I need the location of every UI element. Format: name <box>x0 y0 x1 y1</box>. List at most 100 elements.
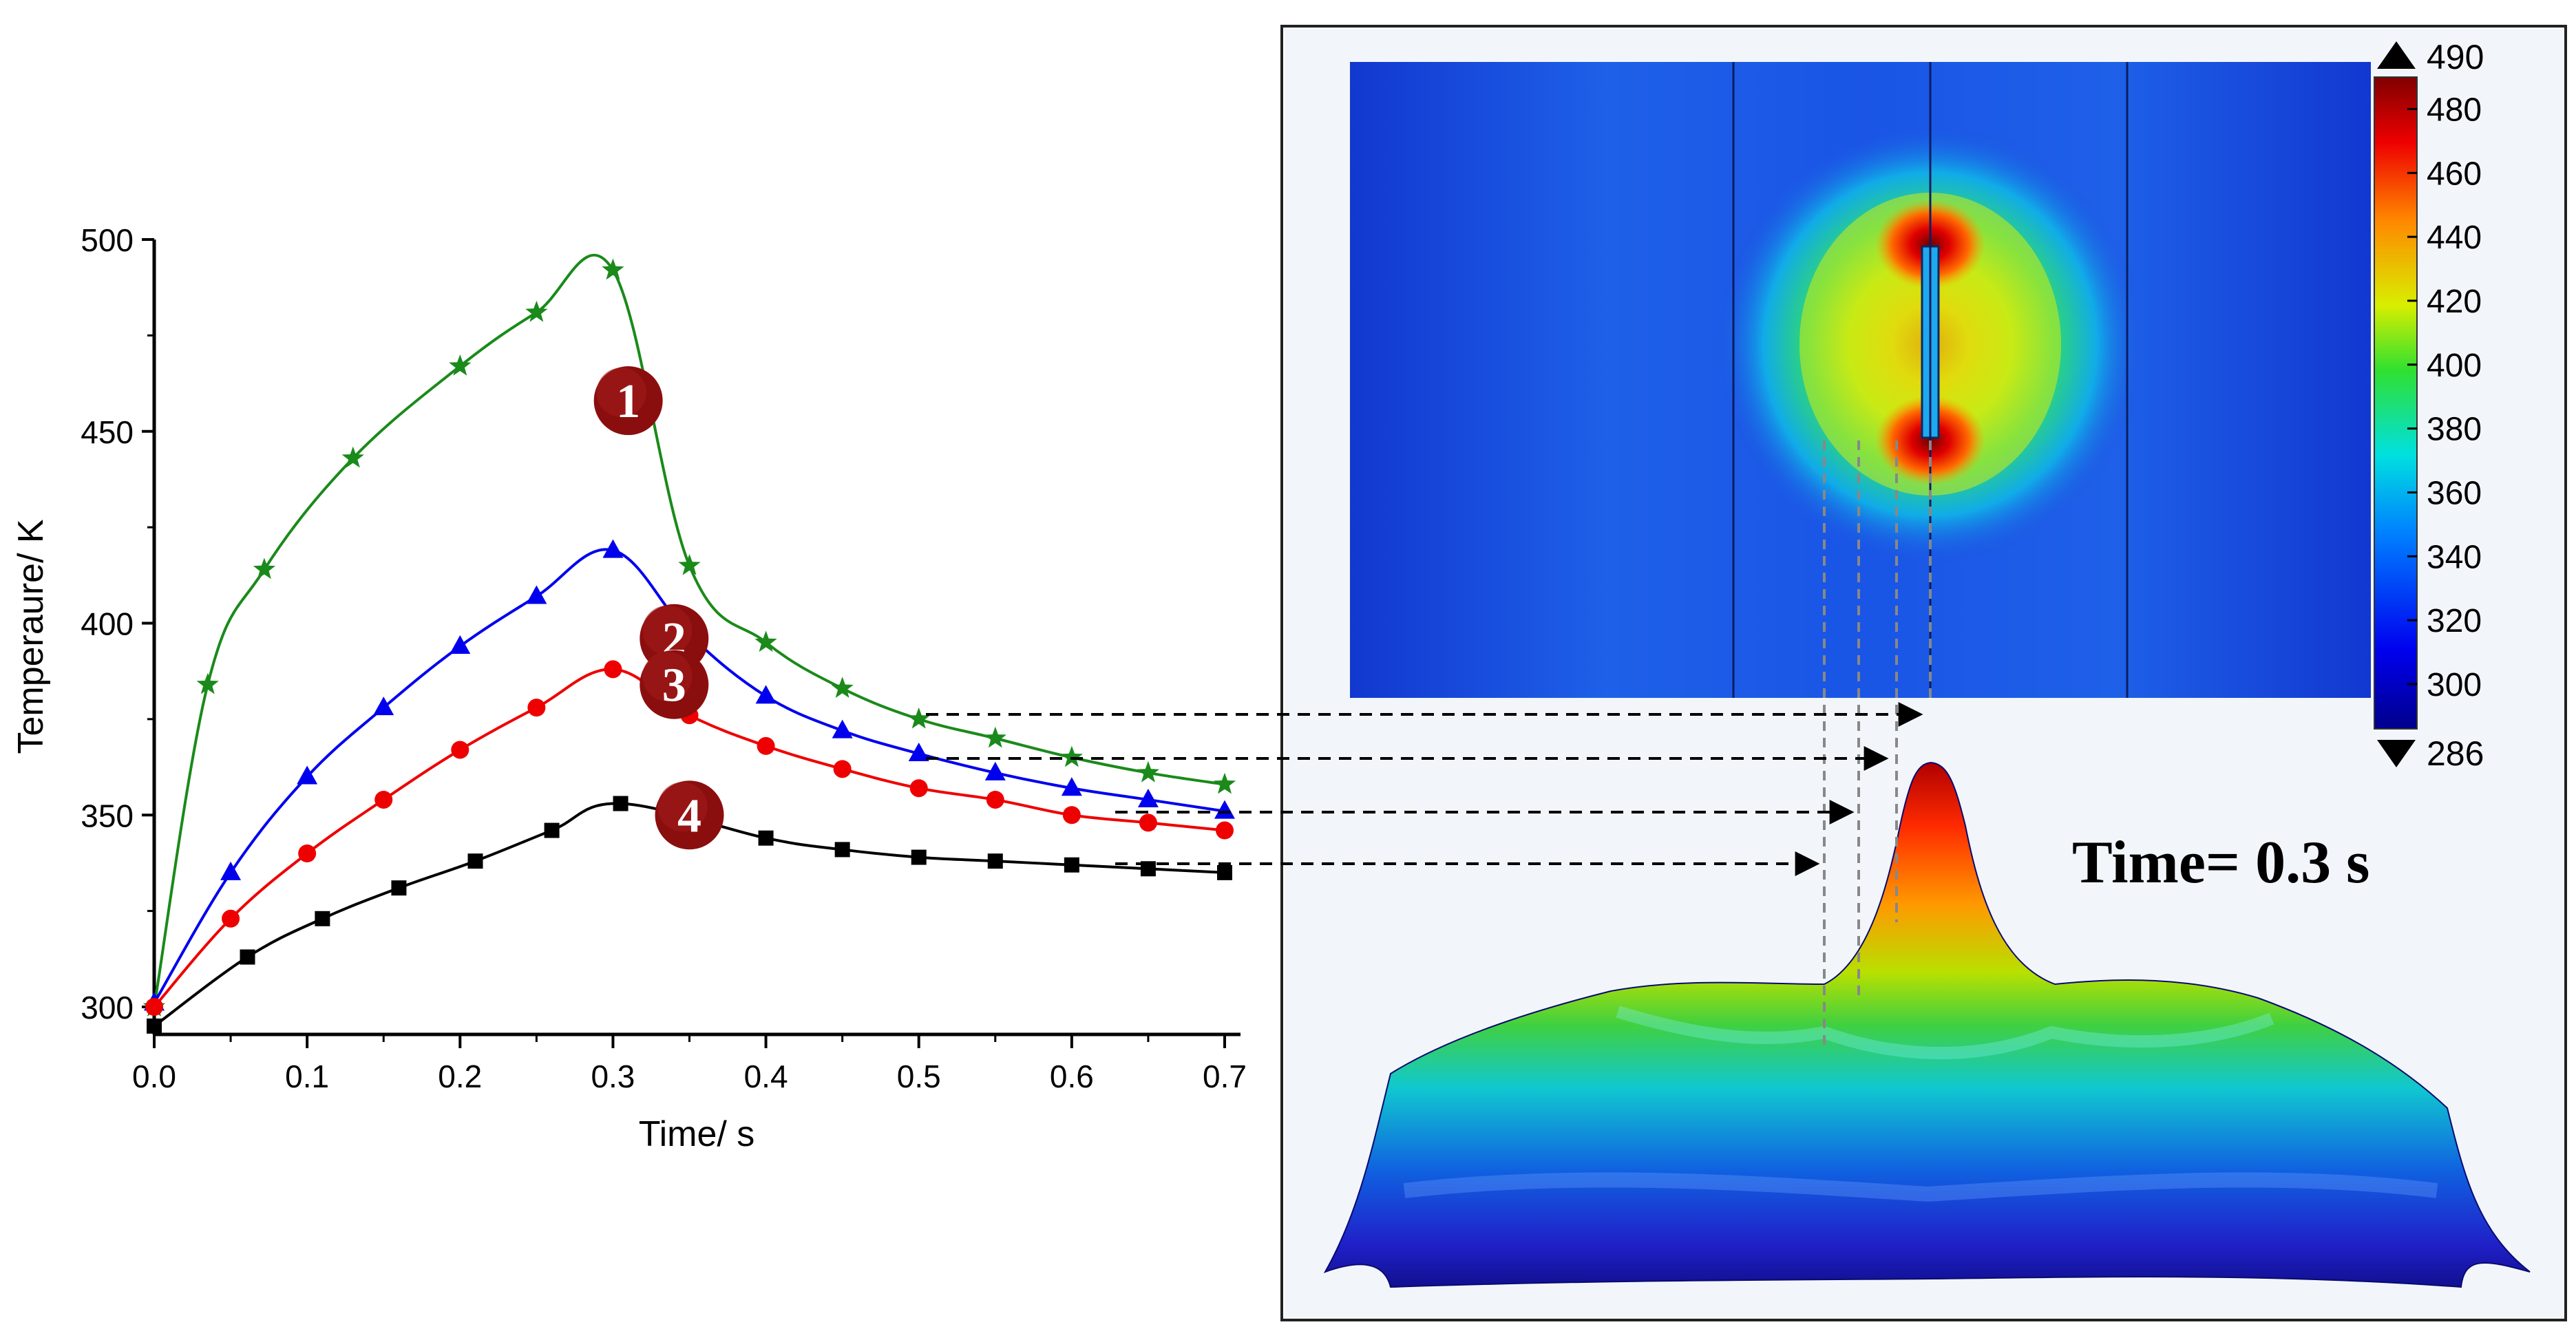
data-point <box>1064 857 1079 873</box>
colorbar-max-label: 490 <box>2427 38 2484 76</box>
data-point <box>240 949 255 965</box>
data-point <box>908 743 929 762</box>
data-point <box>1213 772 1236 794</box>
data-point <box>832 719 853 738</box>
y-axis-ticks: 300 350 400 450 500 <box>81 222 154 1025</box>
data-point <box>604 660 622 679</box>
x-tick-label: 0.4 <box>744 1059 788 1094</box>
x-axis-ticks: 0.0 0.1 0.2 0.3 0.4 0.5 0.6 0.7 <box>132 1034 1247 1094</box>
data-point <box>341 446 364 468</box>
data-point <box>391 880 407 896</box>
colorbar-tick-label: 400 <box>2427 348 2482 384</box>
x-axis-label: Time/ s <box>639 1114 755 1154</box>
colorbar-max-triangle-icon <box>2377 41 2416 69</box>
data-point <box>678 553 701 575</box>
data-point <box>602 539 624 558</box>
data-point <box>911 849 927 865</box>
data-point <box>1216 821 1234 840</box>
data-point <box>1217 864 1232 880</box>
x-tick-label: 0.6 <box>1050 1059 1094 1094</box>
data-point <box>1139 813 1157 832</box>
data-point <box>222 909 240 928</box>
data-point <box>602 258 624 280</box>
colorbar-min-triangle-icon <box>2377 740 2416 767</box>
data-point <box>909 779 928 798</box>
series-badge-shine <box>642 651 693 701</box>
data-point <box>755 685 777 704</box>
data-point <box>450 635 471 654</box>
x-tick-label: 0.3 <box>591 1059 635 1094</box>
connector-arrows <box>926 702 1923 876</box>
data-point <box>984 726 1006 748</box>
data-point <box>986 790 1004 809</box>
colorbar-tick-label: 380 <box>2427 412 2482 448</box>
data-point <box>315 911 330 926</box>
data-point <box>527 699 546 717</box>
series-badge-shine <box>642 605 693 655</box>
data-point <box>833 760 852 778</box>
data-point <box>613 796 629 811</box>
series-badge-shine <box>657 782 708 832</box>
data-point <box>831 677 854 698</box>
data-point <box>298 844 317 862</box>
data-point <box>544 822 560 838</box>
colorbar-tick-label: 360 <box>2427 475 2482 511</box>
colorbar: 490 286 480 460 440 420 400 380 360 340 320 300 <box>2374 38 2484 773</box>
data-point <box>1062 806 1081 825</box>
y-tick-label: 400 <box>81 606 134 642</box>
y-tick-label: 450 <box>81 414 134 450</box>
colorbar-tick-label: 300 <box>2427 667 2482 703</box>
series-badge-shine <box>596 368 646 418</box>
data-point <box>220 861 242 880</box>
data-point <box>253 557 276 579</box>
x-tick-label: 0.7 <box>1203 1059 1247 1094</box>
surface-3d <box>1323 761 2531 1288</box>
guide-lines <box>1823 440 1932 1046</box>
top-view-field <box>1350 62 2371 698</box>
data-point <box>1060 745 1083 767</box>
data-point <box>526 585 547 604</box>
data-point <box>449 354 472 376</box>
x-tick-label: 0.5 <box>897 1059 941 1094</box>
data-point <box>754 630 777 652</box>
colorbar-tick-label: 440 <box>2427 220 2482 256</box>
y-tick-label: 500 <box>81 222 134 258</box>
surface-highlight <box>1616 1006 2274 1059</box>
data-point <box>907 707 930 729</box>
colorbar-tick-label: 480 <box>2427 92 2482 128</box>
data-point <box>147 1018 162 1034</box>
x-tick-label: 0.2 <box>438 1059 482 1094</box>
colorbar-tick-label: 340 <box>2427 539 2482 575</box>
data-point <box>984 761 1006 780</box>
colorbar-min-label: 286 <box>2427 734 2484 773</box>
series-badge-label: 3 <box>662 659 686 712</box>
series-badge-label: 4 <box>677 789 701 842</box>
data-point <box>196 672 219 694</box>
colorbar-tick-label: 420 <box>2427 284 2482 320</box>
colorbar-gradient <box>2374 76 2418 730</box>
data-point <box>374 790 393 809</box>
data-point <box>834 842 850 858</box>
simulation-panel: 490 286 480 460 440 420 400 380 360 340 320 300 T… <box>1280 25 2567 1321</box>
data-point <box>757 736 775 755</box>
data-point <box>1214 800 1235 819</box>
x-tick-label: 0.1 <box>285 1059 329 1094</box>
data-point <box>1061 777 1082 796</box>
colorbar-tick-label: 460 <box>2427 156 2482 192</box>
y-tick-label: 300 <box>81 990 134 1025</box>
colorbar-ticks: 480 460 440 420 400 380 360 340 320 300 <box>2407 92 2482 703</box>
data-point <box>467 853 483 869</box>
surface-ridge <box>1403 1172 2438 1202</box>
data-point <box>1137 788 1159 807</box>
surface-body <box>1323 761 2531 1288</box>
data-point <box>525 300 548 322</box>
data-point <box>987 853 1003 869</box>
data-point <box>1137 761 1160 783</box>
time-label: Time= 0.3 s <box>2072 829 2369 896</box>
y-axis-label: Temperaure/ K <box>11 519 51 754</box>
temperature-chart: 300 350 400 450 500 0.0 0.1 0.2 0.3 0.4 0.5 0.6 0.7… <box>11 222 1247 1154</box>
data-point <box>373 696 394 716</box>
y-tick-label: 350 <box>81 798 134 833</box>
